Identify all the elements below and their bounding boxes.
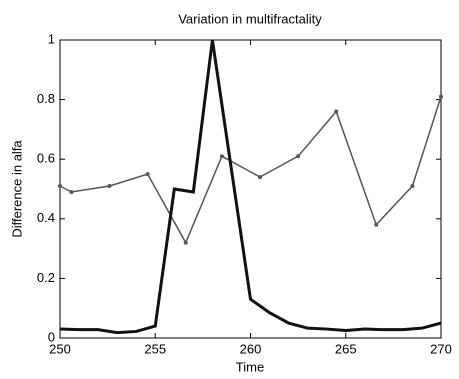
series-marker — [296, 154, 301, 159]
series-marker — [107, 184, 112, 189]
series-marker — [219, 154, 224, 159]
x-tick-label: 260 — [240, 341, 262, 356]
y-tick-label: 0.2 — [37, 270, 55, 285]
y-tick-label: 1 — [48, 31, 55, 46]
series-marker — [183, 240, 188, 245]
series-marker — [410, 184, 415, 189]
chart-title: Variation in multifractality — [178, 11, 322, 26]
series-line — [59, 96, 442, 245]
y-tick-label: 0.6 — [37, 151, 55, 166]
y-tick-label: 0.4 — [37, 210, 55, 225]
series-marker — [69, 189, 74, 194]
y-tick-label: 0 — [48, 329, 55, 344]
series-marker — [334, 109, 339, 114]
series-marker — [374, 222, 379, 227]
x-tick-label: 265 — [335, 341, 357, 356]
y-axis-label: Difference in alfa — [9, 140, 24, 238]
x-tick-label: 255 — [144, 341, 166, 356]
x-tick-label: 250 — [49, 341, 71, 356]
series-marker — [258, 175, 263, 180]
x-axis-label: Time — [236, 359, 264, 374]
series-marker — [439, 94, 443, 99]
series-line — [59, 39, 442, 335]
series-marker — [145, 172, 150, 177]
series-marker — [58, 184, 62, 189]
y-tick-label: 0.8 — [37, 91, 55, 106]
x-tick-label: 270 — [430, 341, 452, 356]
